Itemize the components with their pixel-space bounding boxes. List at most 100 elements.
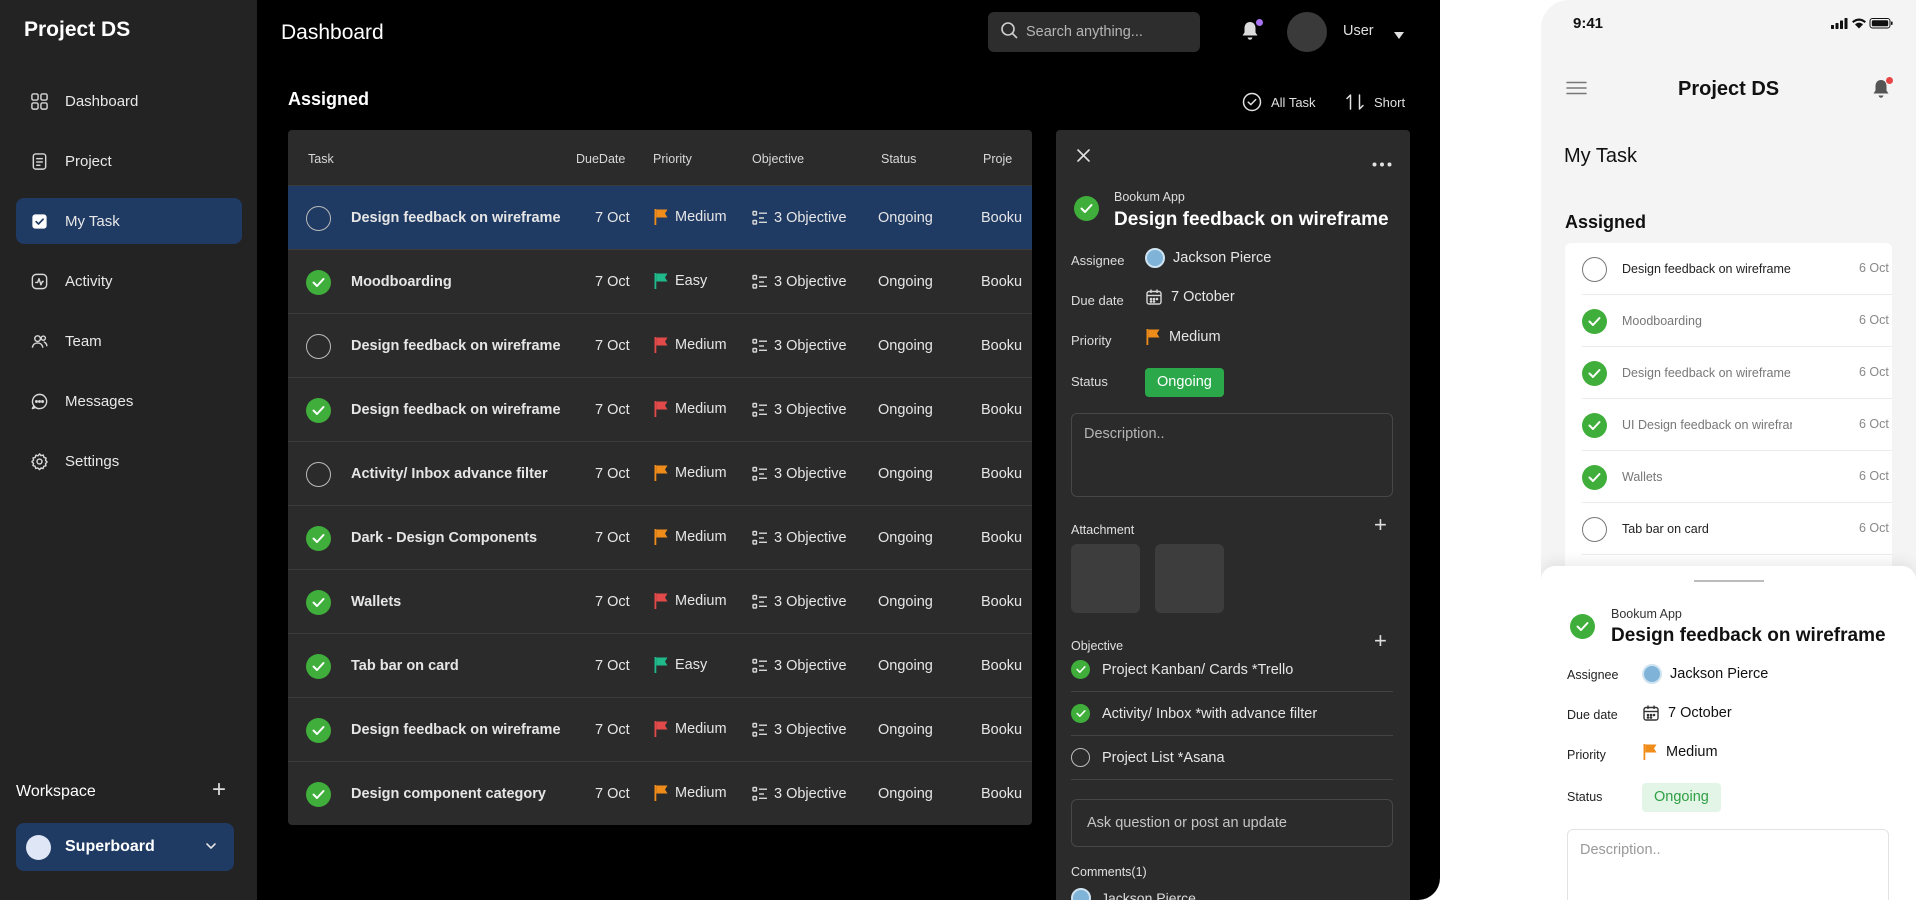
task-priority[interactable]: Medium bbox=[653, 336, 727, 354]
task-checkbox[interactable] bbox=[306, 334, 331, 359]
task-complete-checkbox[interactable] bbox=[1074, 196, 1099, 221]
search-input[interactable] bbox=[1026, 24, 1186, 40]
sidebar-item-activity[interactable]: Activity bbox=[16, 258, 242, 304]
task-name[interactable]: Design component category bbox=[351, 786, 546, 802]
status-badge[interactable]: Ongoing bbox=[1145, 368, 1224, 397]
task-priority[interactable]: Medium bbox=[653, 592, 727, 610]
objective-item[interactable]: Activity/ Inbox *with advance filter bbox=[1071, 692, 1393, 736]
task-objective[interactable]: 3 Objective bbox=[752, 338, 847, 354]
task-objective[interactable]: 3 Objective bbox=[752, 402, 847, 418]
bell-icon[interactable] bbox=[1871, 78, 1891, 105]
task-objective[interactable]: 3 Objective bbox=[752, 722, 847, 738]
workspace-select[interactable]: Superboard bbox=[16, 823, 234, 871]
table-row[interactable]: Design feedback on wireframe 7 Oct Medium 3… bbox=[288, 378, 1032, 442]
list-item[interactable]: Tab bar on card 6 Oct bbox=[1582, 503, 1892, 555]
sidebar-item-team[interactable]: Team bbox=[16, 318, 242, 364]
task-objective[interactable]: 3 Objective bbox=[752, 466, 847, 482]
task-objective[interactable]: 3 Objective bbox=[752, 594, 847, 610]
task-name[interactable]: Design feedback on wireframe bbox=[351, 338, 561, 354]
task-checkbox[interactable] bbox=[306, 462, 331, 487]
sidebar-item-settings[interactable]: Settings bbox=[16, 438, 242, 484]
task-priority[interactable]: Medium bbox=[653, 400, 727, 418]
sidebar-item-dashboard[interactable]: Dashboard bbox=[16, 78, 242, 124]
task-checkbox[interactable] bbox=[1582, 361, 1607, 386]
more-icon[interactable] bbox=[1372, 154, 1392, 172]
task-name[interactable]: Wallets bbox=[1622, 470, 1663, 484]
attachment-thumbnail[interactable] bbox=[1155, 544, 1224, 613]
task-objective[interactable]: 3 Objective bbox=[752, 274, 847, 290]
task-objective[interactable]: 3 Objective bbox=[752, 658, 847, 674]
task-name[interactable]: Wallets bbox=[351, 594, 402, 610]
objective-item[interactable]: Project List *Asana bbox=[1071, 736, 1393, 780]
column-header-priority[interactable]: Priority bbox=[653, 152, 692, 166]
task-name[interactable]: Design feedback on wireframe bbox=[351, 722, 561, 738]
description-field[interactable]: Description.. bbox=[1071, 413, 1393, 497]
task-name[interactable]: Dark - Design Components bbox=[351, 530, 538, 546]
avatar[interactable] bbox=[1287, 12, 1327, 52]
task-priority[interactable]: Easy bbox=[653, 272, 707, 290]
due-date-value[interactable]: 7 October bbox=[1642, 704, 1732, 722]
table-row[interactable]: Design component category 7 Oct Medium 3 Ob… bbox=[288, 762, 1032, 825]
add-attachment-button[interactable]: + bbox=[1374, 512, 1387, 537]
task-checkbox[interactable] bbox=[306, 654, 331, 679]
table-row[interactable]: Design feedback on wireframe 7 Oct Medium 3… bbox=[288, 186, 1032, 250]
task-complete-checkbox[interactable] bbox=[1570, 614, 1595, 639]
task-checkbox[interactable] bbox=[306, 270, 331, 295]
list-item[interactable]: UI Design feedback on wireframe 6 Oct bbox=[1582, 399, 1892, 451]
table-row[interactable]: Tab bar on card 7 Oct Easy 3 Objective Ongoi… bbox=[288, 634, 1032, 698]
table-row[interactable]: Moodboarding 7 Oct Easy 3 Objective Ongoing B… bbox=[288, 250, 1032, 314]
task-priority[interactable]: Medium bbox=[653, 528, 727, 546]
priority-value[interactable]: Medium bbox=[1642, 743, 1718, 761]
table-row[interactable]: Activity/ Inbox advance filter 7 Oct Mediu… bbox=[288, 442, 1032, 506]
comment-input[interactable]: Ask question or post an update bbox=[1071, 799, 1393, 847]
task-checkbox[interactable] bbox=[306, 590, 331, 615]
table-row[interactable]: Dark - Design Components 7 Oct Medium 3 Obj… bbox=[288, 506, 1032, 570]
sidebar-item-messages[interactable]: Messages bbox=[16, 378, 242, 424]
task-priority[interactable]: Medium bbox=[653, 208, 727, 226]
caret-down-icon[interactable] bbox=[1393, 27, 1405, 45]
search-box[interactable] bbox=[988, 12, 1200, 52]
add-objective-button[interactable]: + bbox=[1374, 628, 1387, 653]
list-item[interactable]: Design feedback on wireframe 6 Oct bbox=[1582, 243, 1892, 295]
assignee-value[interactable]: Jackson Pierce bbox=[1145, 248, 1271, 268]
bell-icon[interactable] bbox=[1240, 20, 1260, 47]
task-name[interactable]: Design feedback on wireframe bbox=[1622, 366, 1791, 380]
close-icon[interactable] bbox=[1076, 148, 1091, 168]
assignee-value[interactable]: Jackson Pierce bbox=[1642, 664, 1768, 684]
task-checkbox[interactable] bbox=[306, 398, 331, 423]
add-workspace-button[interactable]: + bbox=[212, 776, 227, 803]
task-checkbox[interactable] bbox=[306, 782, 331, 807]
table-row[interactable]: Design feedback on wireframe 7 Oct Medium 3… bbox=[288, 314, 1032, 378]
task-checkbox[interactable] bbox=[1582, 309, 1607, 334]
attachment-thumbnail[interactable] bbox=[1071, 544, 1140, 613]
priority-value[interactable]: Medium bbox=[1145, 328, 1221, 346]
sidebar-item-my-task[interactable]: My Task bbox=[16, 198, 242, 244]
task-priority[interactable]: Medium bbox=[653, 784, 727, 802]
task-name[interactable]: Activity/ Inbox advance filter bbox=[351, 466, 548, 482]
objective-checkbox[interactable] bbox=[1071, 704, 1090, 723]
objective-item[interactable]: Project Kanban/ Cards *Trello bbox=[1071, 648, 1393, 692]
task-checkbox[interactable] bbox=[306, 718, 331, 743]
task-checkbox[interactable] bbox=[1582, 257, 1607, 282]
task-name[interactable]: Design feedback on wireframe bbox=[1622, 262, 1791, 276]
task-name[interactable]: Tab bar on card bbox=[1622, 522, 1709, 536]
task-checkbox[interactable] bbox=[1582, 413, 1607, 438]
task-priority[interactable]: Medium bbox=[653, 464, 727, 482]
hamburger-menu-icon[interactable] bbox=[1566, 81, 1587, 100]
task-name[interactable]: Moodboarding bbox=[351, 274, 452, 290]
sort-button[interactable]: Short bbox=[1345, 92, 1405, 112]
task-priority[interactable]: Easy bbox=[653, 656, 707, 674]
column-header-task[interactable]: Task bbox=[308, 152, 334, 166]
task-name[interactable]: Moodboarding bbox=[1622, 314, 1702, 328]
task-checkbox[interactable] bbox=[306, 206, 331, 231]
column-header-status[interactable]: Status bbox=[881, 152, 917, 166]
column-header-objective[interactable]: Objective bbox=[752, 152, 805, 166]
task-checkbox[interactable] bbox=[306, 526, 331, 551]
objective-checkbox[interactable] bbox=[1071, 660, 1090, 679]
list-item[interactable]: Wallets 6 Oct bbox=[1582, 451, 1892, 503]
status-badge[interactable]: Ongoing bbox=[1642, 783, 1721, 812]
list-item[interactable]: Design feedback on wireframe 6 Oct bbox=[1582, 347, 1892, 399]
all-task-button[interactable]: All Task bbox=[1242, 92, 1316, 112]
due-date-value[interactable]: 7 October bbox=[1145, 288, 1235, 306]
description-field[interactable]: Description.. bbox=[1567, 829, 1889, 900]
